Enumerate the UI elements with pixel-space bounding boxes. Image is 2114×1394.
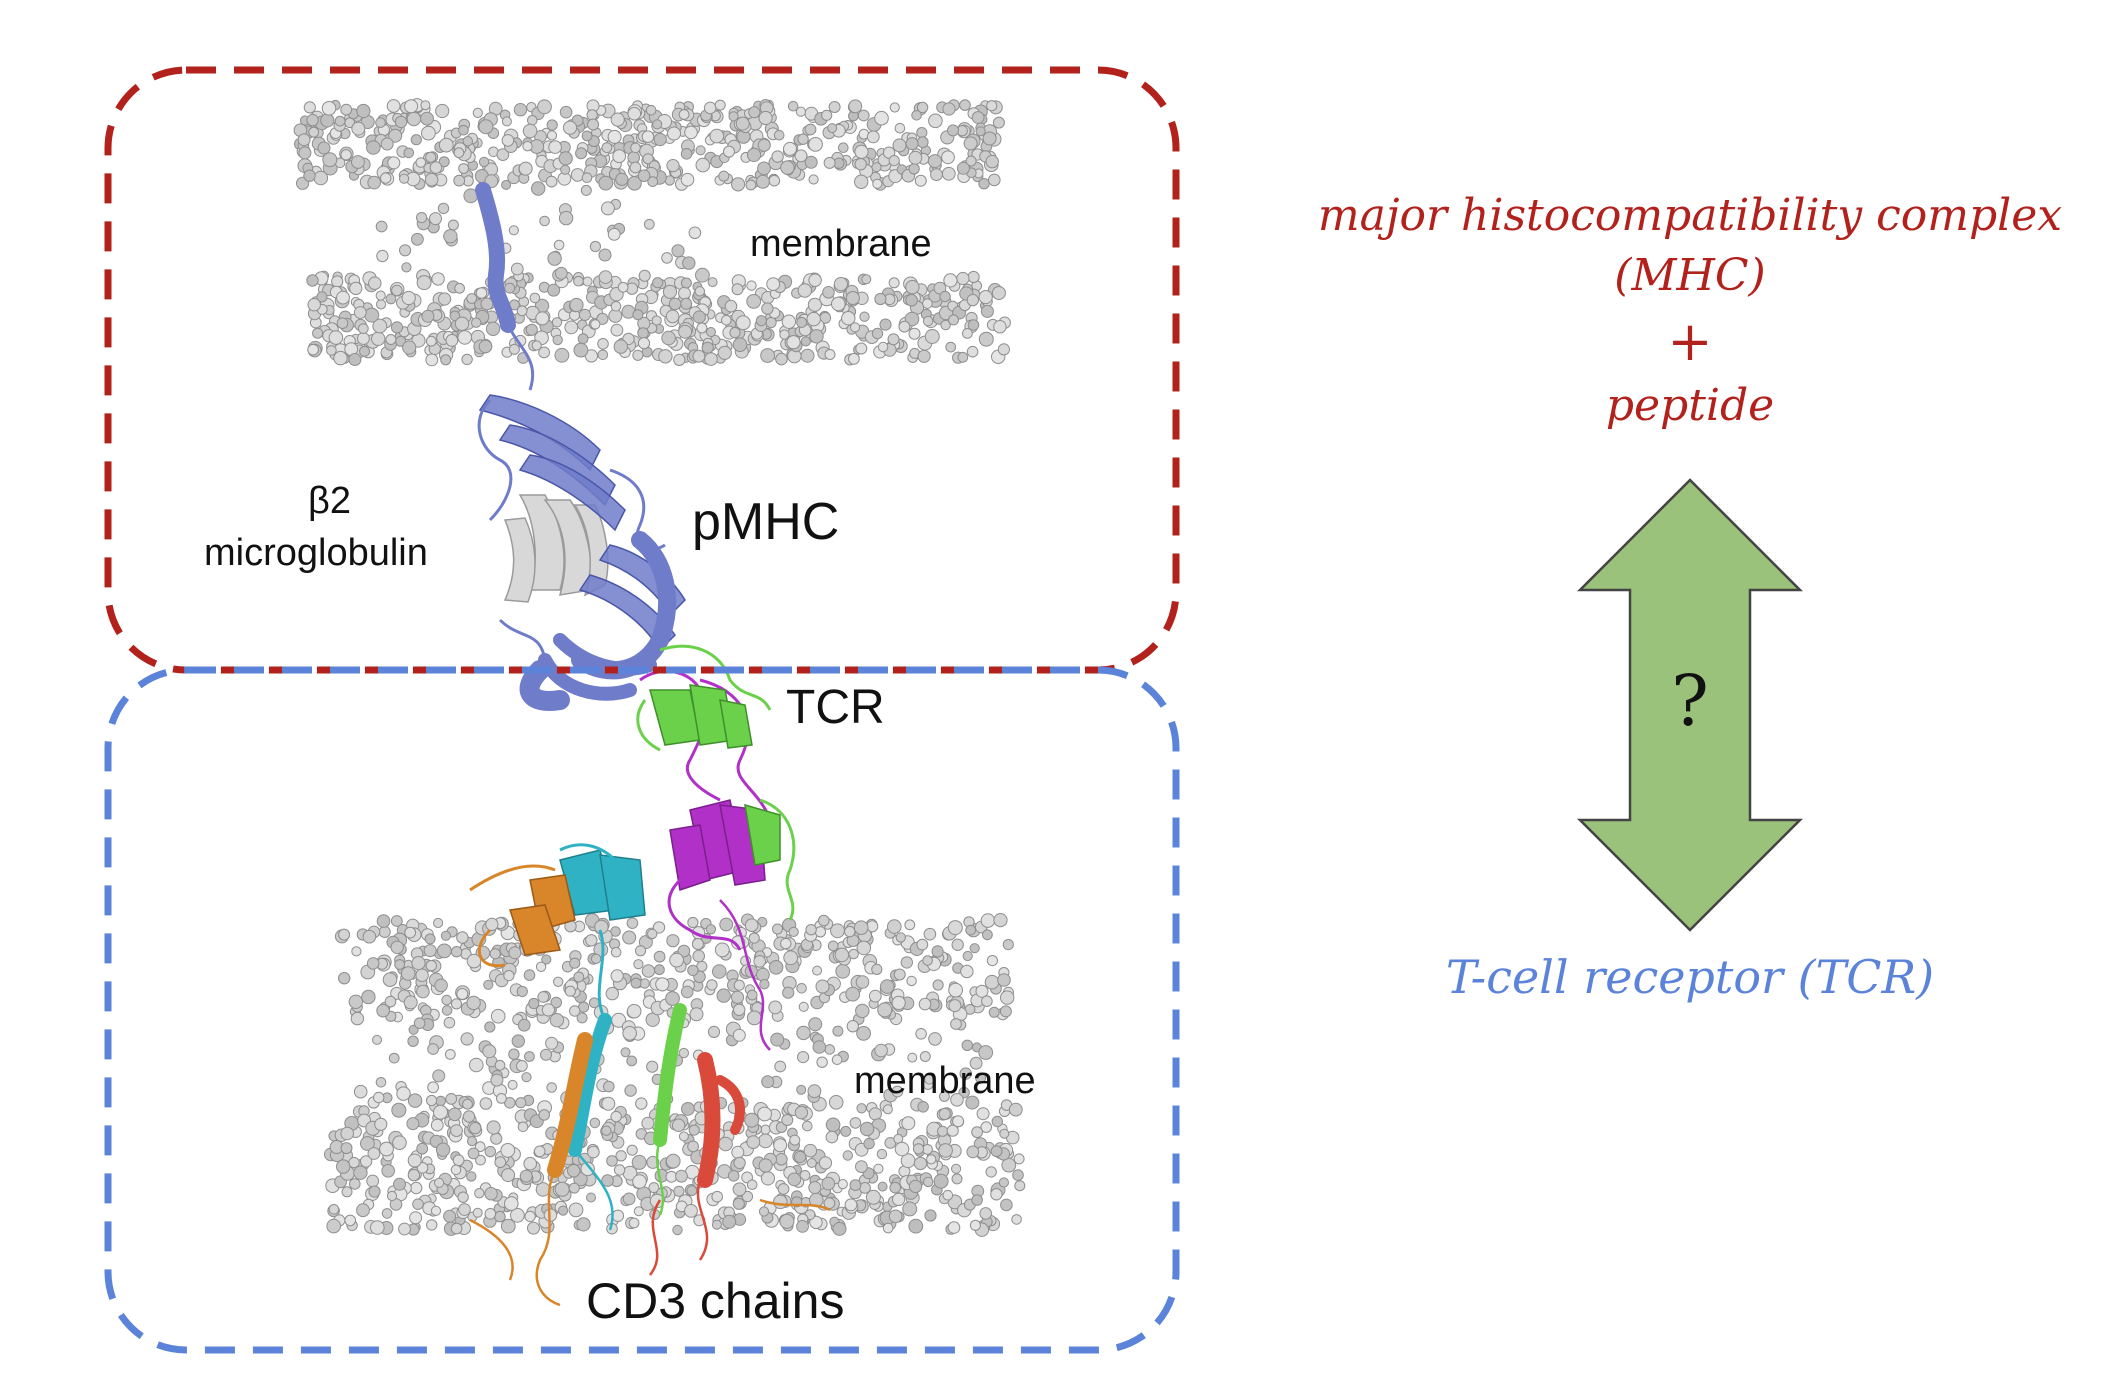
mhc-title-line2: (MHC) bbox=[1614, 250, 1766, 301]
tcr-structure bbox=[636, 644, 796, 1051]
membrane-top-layer bbox=[293, 98, 1011, 367]
pmhc-label: pMHC bbox=[692, 493, 840, 551]
microglobulin-label: microglobulin bbox=[204, 532, 428, 574]
tcr-region-box bbox=[104, 666, 1180, 1354]
tcr-structure-label: TCR bbox=[786, 681, 885, 734]
mhc-title-line1: major histocompatibility complex bbox=[1317, 190, 2063, 241]
tcr-title: T-cell receptor (TCR) bbox=[1445, 950, 1935, 1004]
mhc-transmembrane-helix bbox=[475, 182, 516, 333]
plus-sign: + bbox=[1667, 310, 1713, 373]
beta2-label: β2 bbox=[308, 480, 351, 522]
cd3-chains-label: CD3 chains bbox=[586, 1273, 845, 1329]
membrane-top-label: membrane bbox=[750, 223, 932, 265]
membrane-bottom-label: membrane bbox=[854, 1060, 1036, 1102]
binding-double-arrow bbox=[1576, 478, 1804, 932]
mhc-region-box bbox=[104, 66, 1180, 674]
beta2-microglobulin-structure bbox=[503, 494, 609, 603]
membrane-bottom-layer bbox=[324, 913, 1026, 1237]
mhc-linker bbox=[506, 324, 535, 391]
peptide-label: peptide bbox=[1605, 380, 1775, 431]
cd3-structure bbox=[469, 843, 831, 1307]
question-mark: ? bbox=[1671, 660, 1709, 742]
